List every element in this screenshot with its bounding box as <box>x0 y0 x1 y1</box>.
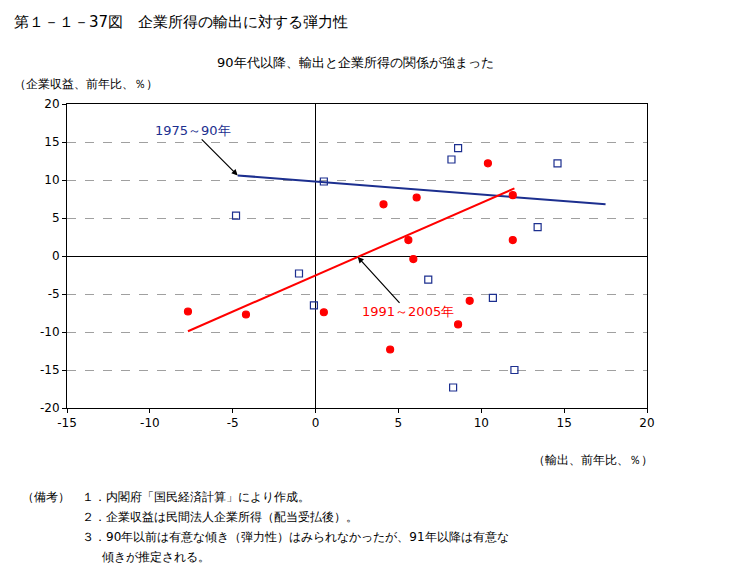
svg-text:-15: -15 <box>57 416 77 430</box>
svg-text:20: 20 <box>44 97 59 111</box>
svg-text:-10: -10 <box>40 325 60 339</box>
svg-text:１．内閣府「国民経済計算」により作成。: １．内閣府「国民経済計算」により作成。 <box>82 490 310 504</box>
svg-text:90年代以降、輸出と企業所得の関係が強まった: 90年代以降、輸出と企業所得の関係が強まった <box>217 55 494 70</box>
svg-text:-10: -10 <box>140 416 160 430</box>
svg-text:5: 5 <box>395 416 403 430</box>
svg-text:10: 10 <box>474 416 489 430</box>
svg-text:20: 20 <box>639 416 654 430</box>
svg-text:（輸出、前年比、％）: （輸出、前年比、％） <box>533 453 653 467</box>
svg-text:15: 15 <box>556 416 571 430</box>
svg-text:３．90年以前は有意な傾き（弾力性）はみられなかったが、91: ３．90年以前は有意な傾き（弾力性）はみられなかったが、91年以降は有意な <box>82 530 509 544</box>
svg-text:1975～90年: 1975～90年 <box>155 123 231 138</box>
svg-text:0: 0 <box>312 416 320 430</box>
svg-text:5: 5 <box>52 211 60 225</box>
svg-text:0: 0 <box>52 249 60 263</box>
svg-text:-15: -15 <box>40 363 60 377</box>
svg-text:-5: -5 <box>227 416 239 430</box>
svg-text:（企業収益、前年比、％）: （企業収益、前年比、％） <box>14 77 158 91</box>
svg-text:15: 15 <box>44 135 59 149</box>
svg-text:10: 10 <box>44 173 59 187</box>
svg-text:２．企業収益は民間法人企業所得（配当受払後）。: ２．企業収益は民間法人企業所得（配当受払後）。 <box>82 510 358 524</box>
svg-text:（備考）: （備考） <box>22 490 70 504</box>
svg-text:-5: -5 <box>48 287 60 301</box>
svg-text:-20: -20 <box>40 401 60 415</box>
svg-text:傾きが推定される。: 傾きが推定される。 <box>102 550 210 564</box>
svg-text:第１－１－37図 企業所得の輸出に対する弾力性: 第１－１－37図 企業所得の輸出に対する弾力性 <box>14 13 348 31</box>
svg-text:1991～2005年: 1991～2005年 <box>362 304 454 319</box>
